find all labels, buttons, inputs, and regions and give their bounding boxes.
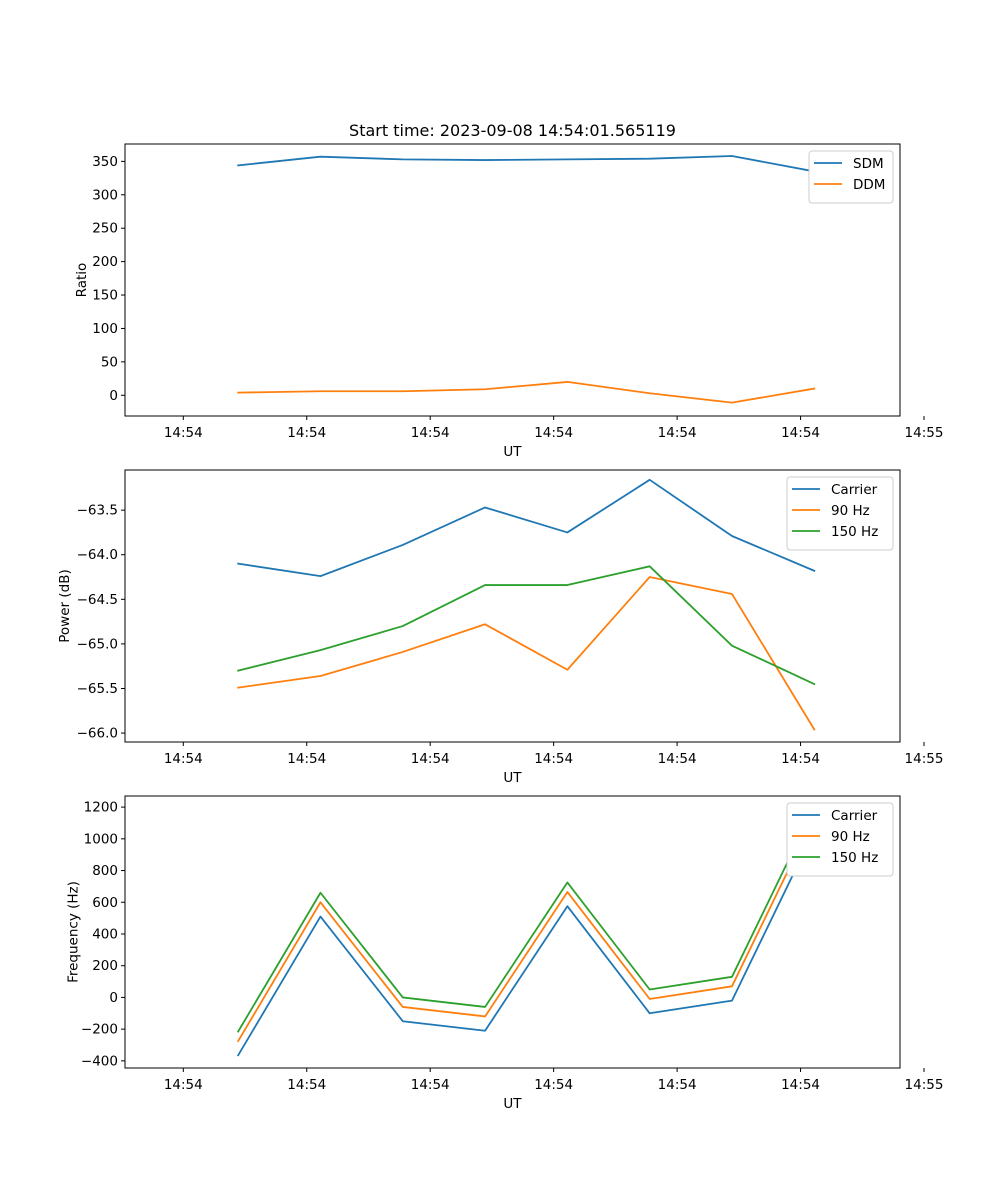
series-line-150-hz <box>236 805 816 1033</box>
x-tick-label: 14:54 <box>164 1077 203 1093</box>
series-line-carrier <box>237 478 816 578</box>
x-tick-label: 14:54 <box>781 425 820 441</box>
plot-area-frame <box>124 795 901 1069</box>
x-tick-label: 14:54 <box>164 425 203 441</box>
y-tick-label: 150 <box>92 288 118 304</box>
legend: Carrier 90 Hz 150 Hz <box>786 802 894 877</box>
y-tick-label: 200 <box>92 958 118 974</box>
x-tick-label: 14:54 <box>658 1077 697 1093</box>
y-tick-label: −66.0 <box>77 726 118 742</box>
y-tick-label: 400 <box>92 926 118 942</box>
series-line-90-hz <box>237 576 816 731</box>
y-tick-label: −400 <box>81 1053 118 1069</box>
chart-panel-3: 14:54 14:54 14:54 14:54 14:54 14:54 14:55 UT −40… <box>65 795 944 1112</box>
x-axis-label: UT <box>503 444 522 460</box>
y-tick-label: −200 <box>81 1022 118 1038</box>
x-tick-label: 14:55 <box>905 751 944 767</box>
y-axis-label: Frequency (Hz) <box>65 881 81 983</box>
x-axis-label: UT <box>503 1096 522 1112</box>
x-tick-label: 14:54 <box>534 1077 573 1093</box>
y-tick-label: 50 <box>101 354 118 370</box>
legend-entry: SDM <box>853 156 884 172</box>
chart-title: Start time: 2023-09-08 14:54:01.565119 <box>349 121 676 140</box>
x-tick-label: 14:54 <box>287 425 326 441</box>
y-tick-label: 800 <box>92 863 118 879</box>
x-tick-label: 14:55 <box>905 1077 944 1093</box>
y-tick-label: −64.5 <box>77 592 118 608</box>
x-tick-label: 14:54 <box>534 751 573 767</box>
y-tick-label: 1000 <box>84 831 118 847</box>
legend-entry: 90 Hz <box>831 829 870 845</box>
y-tick-label: −65.5 <box>77 681 118 697</box>
plot-area-frame <box>124 469 901 743</box>
series-line-carrier <box>236 829 816 1057</box>
series-line-ddm <box>237 381 816 404</box>
y-axis-label: Ratio <box>74 263 90 298</box>
y-tick-label: −65.0 <box>77 636 118 652</box>
series-line-sdm <box>237 155 816 173</box>
plot-area-frame <box>124 143 901 417</box>
chart-panel-2: 14:54 14:54 14:54 14:54 14:54 14:54 14:55 UT −66… <box>57 469 944 786</box>
x-tick-label: 14:54 <box>781 751 820 767</box>
x-tick-label: 14:54 <box>411 751 450 767</box>
legend-box <box>808 150 894 204</box>
x-tick-label: 14:54 <box>287 751 326 767</box>
y-tick-label: 100 <box>92 321 118 337</box>
y-tick-label: 1200 <box>84 800 118 816</box>
x-tick-label: 14:54 <box>164 751 203 767</box>
y-tick-label: 300 <box>92 187 118 203</box>
y-tick-label: −63.5 <box>77 503 118 519</box>
legend-entry: Carrier <box>831 482 878 498</box>
y-axis-label: Power (dB) <box>57 569 73 642</box>
y-tick-label: 600 <box>92 895 118 911</box>
chart-panel-1: Start time: 2023-09-08 14:54:01.565119 14… <box>74 121 944 460</box>
x-tick-label: 14:54 <box>411 425 450 441</box>
series-line-150-hz <box>237 565 816 686</box>
x-tick-label: 14:55 <box>905 425 944 441</box>
x-axis-label: UT <box>503 770 522 786</box>
x-tick-label: 14:54 <box>534 425 573 441</box>
x-tick-label: 14:54 <box>658 425 697 441</box>
legend-entry: 150 Hz <box>831 850 878 866</box>
legend-entry: Carrier <box>831 808 878 824</box>
series-line-90-hz <box>236 815 816 1043</box>
y-tick-label: 250 <box>92 221 118 237</box>
legend: Carrier 90 Hz 150 Hz <box>786 476 894 551</box>
legend-entry: 150 Hz <box>831 524 878 540</box>
legend-entry: 90 Hz <box>831 503 870 519</box>
y-tick-label: 350 <box>92 154 118 170</box>
y-tick-label: 200 <box>92 254 118 270</box>
legend-entry: DDM <box>853 177 885 193</box>
x-tick-label: 14:54 <box>781 1077 820 1093</box>
y-tick-label: 0 <box>109 990 118 1006</box>
y-tick-label: 0 <box>109 388 118 404</box>
x-tick-label: 14:54 <box>411 1077 450 1093</box>
y-tick-label: −64.0 <box>77 547 118 563</box>
x-tick-label: 14:54 <box>658 751 697 767</box>
x-tick-label: 14:54 <box>287 1077 326 1093</box>
legend: SDM DDM <box>808 150 894 204</box>
